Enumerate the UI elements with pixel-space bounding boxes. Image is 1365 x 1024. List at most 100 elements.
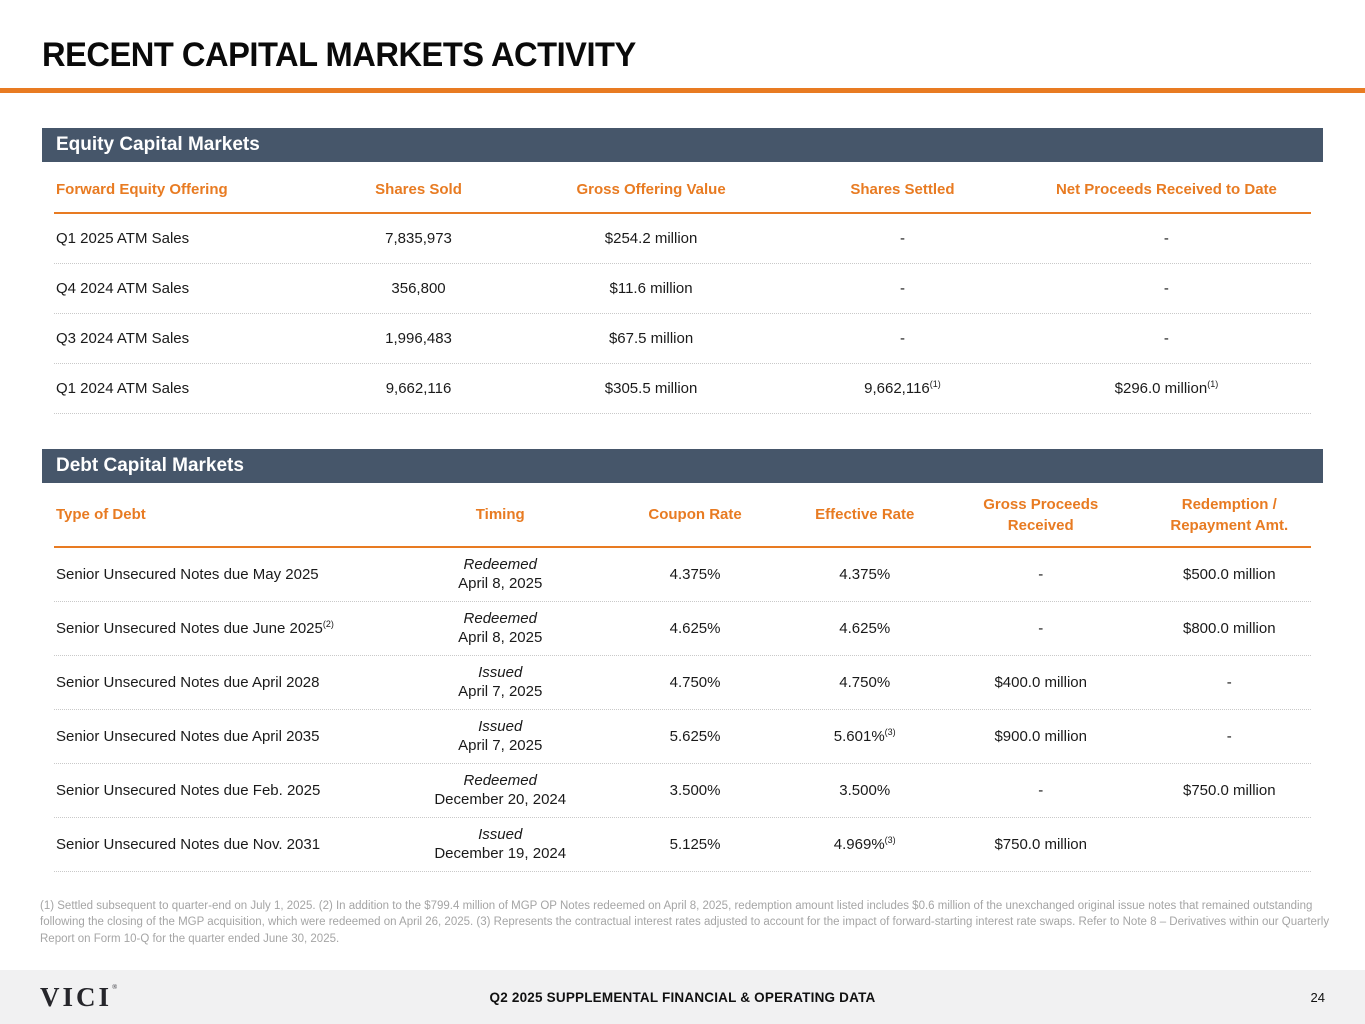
equity-cell: - bbox=[899, 230, 905, 247]
debt-cell: 4.375% bbox=[839, 565, 891, 583]
equity-cell: $296.0 million(1) bbox=[1114, 379, 1219, 398]
equity-column-header: Forward Equity Offering bbox=[56, 181, 228, 198]
debt-cell: 4.750% bbox=[669, 673, 721, 691]
debt-row: Senior Unsecured Notes due Nov. 2031 Issu… bbox=[54, 818, 1311, 872]
debt-cell: Senior Unsecured Notes due Feb. 2025 bbox=[56, 781, 321, 799]
timing-date: April 7, 2025 bbox=[458, 683, 543, 701]
debt-column-header: Redemption / Repayment Amt. bbox=[1170, 496, 1289, 534]
debt-table: Type of Debt Timing Coupon Rate Effective R… bbox=[54, 483, 1311, 872]
debt-column-header: Gross Proceeds Received bbox=[983, 496, 1099, 534]
debt-cell: 5.601%(3) bbox=[833, 726, 896, 745]
equity-cell: $305.5 million bbox=[604, 380, 698, 397]
equity-cell: - bbox=[899, 280, 905, 297]
debt-cell: Redeemed April 8, 2025 bbox=[406, 555, 595, 594]
debt-cell: $900.0 million bbox=[994, 727, 1087, 745]
timing-status: Redeemed bbox=[463, 555, 537, 573]
equity-column-header: Gross Offering Value bbox=[576, 181, 726, 198]
equity-cell: - bbox=[1163, 280, 1169, 297]
debt-cell: $800.0 million bbox=[1182, 619, 1276, 637]
debt-cell: Senior Unsecured Notes due April 2035 bbox=[56, 727, 320, 745]
equity-row: Q4 2024 ATM Sales 356,800 $11.6 million - - bbox=[54, 264, 1311, 315]
timing-date: December 20, 2024 bbox=[434, 791, 567, 809]
equity-cell: Q3 2024 ATM Sales bbox=[56, 330, 190, 347]
debt-cell: Senior Unsecured Notes due May 2025 bbox=[56, 565, 319, 583]
debt-cell: Senior Unsecured Notes due April 2028 bbox=[56, 673, 320, 691]
timing-status: Redeemed bbox=[463, 771, 537, 789]
timing-status: Issued bbox=[478, 825, 523, 843]
title-divider bbox=[0, 88, 1365, 93]
equity-column-header: Net Proceeds Received to Date bbox=[1055, 181, 1277, 198]
debt-column-header: Coupon Rate bbox=[648, 506, 742, 524]
debt-cell: 5.125% bbox=[669, 835, 721, 853]
page-title: RECENT CAPITAL MARKETS ACTIVITY bbox=[42, 36, 636, 74]
equity-cell: $67.5 million bbox=[608, 330, 694, 347]
debt-row: Senior Unsecured Notes due April 2035 Iss… bbox=[54, 710, 1311, 764]
debt-column-header: Timing bbox=[475, 506, 525, 524]
debt-capital-markets-section: Debt Capital Markets Type of Debt Timing C… bbox=[42, 449, 1323, 872]
debt-cell: - bbox=[1226, 673, 1232, 691]
debt-cell: - bbox=[1226, 727, 1232, 745]
debt-table-body: Senior Unsecured Notes due May 2025 Redee… bbox=[54, 548, 1311, 872]
debt-column-header: Effective Rate bbox=[815, 506, 915, 524]
debt-cell: 5.625% bbox=[669, 727, 721, 745]
equity-row: Q1 2025 ATM Sales 7,835,973 $254.2 million… bbox=[54, 214, 1311, 265]
equity-cell: Q4 2024 ATM Sales bbox=[56, 280, 190, 297]
debt-row: Senior Unsecured Notes due May 2025 Redee… bbox=[54, 548, 1311, 602]
timing-date: April 8, 2025 bbox=[458, 575, 543, 593]
debt-cell: 4.625% bbox=[669, 619, 721, 637]
debt-cell: $750.0 million bbox=[1182, 781, 1276, 799]
equity-cell: $11.6 million bbox=[609, 280, 693, 297]
debt-cell: 3.500% bbox=[839, 781, 891, 799]
debt-cell: Issued April 7, 2025 bbox=[406, 663, 595, 702]
equity-table-body: Q1 2025 ATM Sales 7,835,973 $254.2 million… bbox=[54, 214, 1311, 415]
timing-date: April 7, 2025 bbox=[458, 737, 543, 755]
equity-column-header: Shares Settled bbox=[850, 181, 955, 198]
vici-logo-text: VICI bbox=[40, 981, 113, 1012]
equity-column-header: Shares Sold bbox=[375, 181, 462, 198]
equity-row: Q3 2024 ATM Sales 1,996,483 $67.5 million -… bbox=[54, 314, 1311, 365]
footer-document-title: Q2 2025 SUPPLEMENTAL FINANCIAL & OPERATI… bbox=[489, 989, 876, 1005]
debt-cell: - bbox=[1038, 565, 1044, 583]
footnotes: (1) Settled subsequent to quarter-end on… bbox=[40, 899, 1330, 946]
footer: VICI® Q2 2025 SUPPLEMENTAL FINANCIAL & O… bbox=[0, 970, 1365, 1024]
debt-cell: Issued April 7, 2025 bbox=[406, 717, 595, 756]
debt-cell: Redeemed December 20, 2024 bbox=[406, 771, 595, 810]
equity-row: Q1 2024 ATM Sales 9,662,116 $305.5 million… bbox=[54, 364, 1311, 415]
equity-cell: - bbox=[899, 330, 905, 347]
equity-section-header: Equity Capital Markets bbox=[42, 128, 1323, 162]
debt-column-header: Type of Debt bbox=[56, 506, 146, 524]
debt-cell: 4.969%(3) bbox=[833, 834, 896, 853]
timing-status: Issued bbox=[478, 717, 523, 735]
equity-section-title: Equity Capital Markets bbox=[56, 134, 260, 155]
equity-cell: 356,800 bbox=[391, 280, 446, 297]
equity-cell: - bbox=[1163, 330, 1169, 347]
timing-status: Issued bbox=[478, 663, 523, 681]
debt-cell: Senior Unsecured Notes due June 2025(2) bbox=[56, 618, 334, 637]
page-number: 24 bbox=[1310, 989, 1325, 1005]
equity-cell: 9,662,116(1) bbox=[864, 379, 941, 398]
debt-section-header: Debt Capital Markets bbox=[42, 449, 1323, 484]
equity-cell: - bbox=[1163, 230, 1169, 247]
debt-row: Senior Unsecured Notes due April 2028 Iss… bbox=[54, 656, 1311, 710]
debt-cell: 4.375% bbox=[669, 565, 721, 583]
debt-row: Senior Unsecured Notes due Feb. 2025 Rede… bbox=[54, 764, 1311, 818]
equity-cell: 1,996,483 bbox=[385, 330, 452, 347]
equity-table-header-row: Forward Equity Offering Shares Sold Gross … bbox=[54, 162, 1311, 215]
equity-table: Forward Equity Offering Shares Sold Gross … bbox=[54, 162, 1311, 415]
debt-table-header-row: Type of Debt Timing Coupon Rate Effective R… bbox=[54, 483, 1311, 548]
debt-cell: 3.500% bbox=[669, 781, 721, 799]
debt-cell: - bbox=[1038, 781, 1044, 799]
timing-date: December 19, 2024 bbox=[434, 845, 567, 863]
debt-section-title: Debt Capital Markets bbox=[56, 455, 244, 477]
equity-capital-markets-section: Equity Capital Markets Forward Equity Of… bbox=[42, 128, 1323, 415]
debt-cell: $750.0 million bbox=[994, 835, 1087, 853]
debt-row: Senior Unsecured Notes due June 2025(2) R… bbox=[54, 602, 1311, 656]
equity-cell: Q1 2025 ATM Sales bbox=[56, 230, 190, 247]
equity-cell: 9,662,116 bbox=[385, 380, 452, 397]
equity-cell: 7,835,973 bbox=[385, 230, 452, 247]
debt-cell: Senior Unsecured Notes due Nov. 2031 bbox=[56, 835, 321, 853]
debt-cell: - bbox=[1038, 619, 1044, 637]
debt-cell: Redeemed April 8, 2025 bbox=[406, 609, 595, 648]
debt-cell: Issued December 19, 2024 bbox=[406, 825, 595, 864]
